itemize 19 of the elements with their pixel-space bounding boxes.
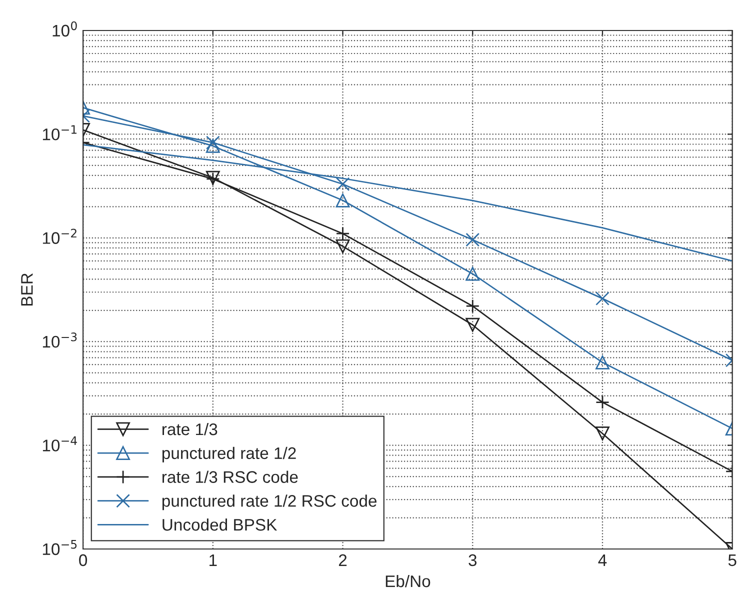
legend-label: punctured rate 1/2: [162, 446, 296, 462]
x-tick-label: 4: [598, 554, 607, 566]
x-tick-label: 0: [79, 554, 88, 566]
x-tick-label: 3: [468, 554, 477, 566]
y-tick-label: 10$^{0}$: [52, 21, 77, 37]
x-tick-label: 2: [338, 554, 347, 566]
legend-label: Uncoded BPSK: [162, 518, 278, 531]
y-axis-title: BER: [21, 273, 33, 306]
y-tick-label: 10$^{−2}$: [42, 228, 76, 244]
y-tick-label: 10$^{−1}$: [42, 125, 77, 140]
y-tick-label: 10$^{−5}$: [42, 540, 77, 556]
y-tick-label: 10$^{−4}$: [42, 436, 77, 452]
legend-label: rate 1/3 RSC code: [162, 470, 298, 483]
x-tick-label: 1: [210, 554, 217, 566]
x-axis-title: Eb/No: [386, 574, 430, 588]
x-tick-label: 5: [728, 554, 736, 566]
legend-label: punctured rate 1/2 RSC code: [162, 494, 377, 510]
y-tick-label: 10$^{−3}$: [42, 332, 77, 348]
legend-label: rate 1/3: [162, 422, 218, 436]
